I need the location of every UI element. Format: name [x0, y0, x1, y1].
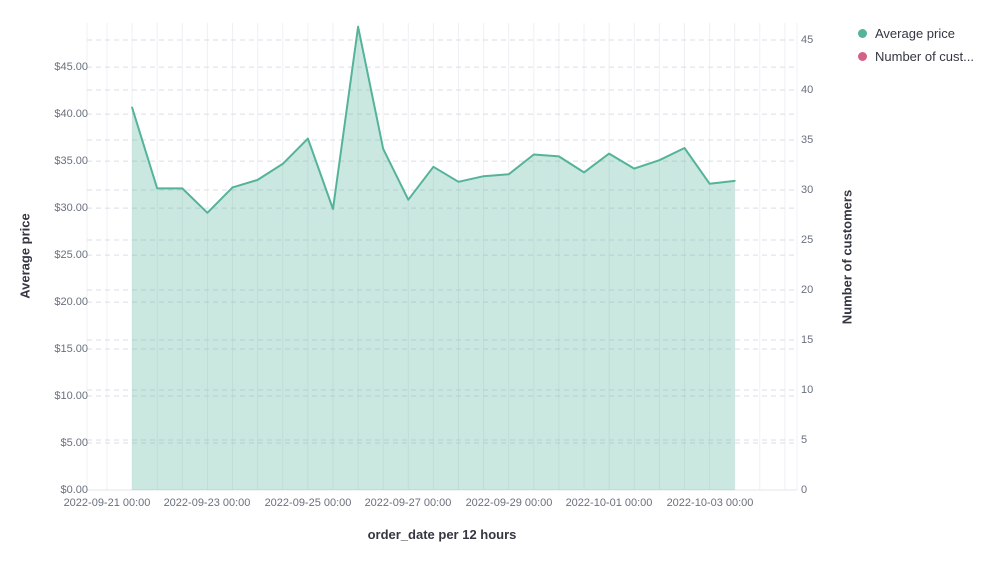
left-axis-tick-label: $0.00 [60, 484, 88, 496]
right-axis-tick-label: 30 [801, 184, 814, 196]
legend-item-number-of-customers[interactable]: Number of cust... [858, 45, 974, 68]
right-axis-tick-label: 40 [801, 84, 814, 96]
x-axis-title: order_date per 12 hours [367, 527, 517, 542]
right-axis-tick-label: 35 [801, 134, 814, 146]
vertical-gridlines [86, 23, 798, 490]
x-axis-tick-label: 2022-09-29 00:00 [465, 497, 553, 509]
left-axis-tick-label: $10.00 [54, 390, 88, 402]
left-axis-tick-label: $15.00 [54, 343, 88, 355]
average-price-line[interactable] [131, 25, 736, 214]
average-price-area[interactable] [132, 26, 735, 491]
x-axis-tick-label: 2022-09-27 00:00 [364, 497, 452, 509]
right-axis-tick-label: 25 [801, 234, 814, 246]
legend-item-average-price[interactable]: Average price [858, 22, 974, 45]
right-axis-tick-label: 10 [801, 384, 814, 396]
left-axis-tick-label: $45.00 [54, 61, 88, 73]
legend-dot-average-price [858, 29, 867, 38]
right-axis-tick-label: 0 [801, 484, 808, 496]
right-axis-tick-label: 45 [801, 34, 814, 46]
legend-label: Average price [875, 25, 955, 41]
left-axis-tick-label: $35.00 [54, 155, 88, 167]
right-axis-tick-label: 15 [801, 334, 814, 346]
x-axis-tick-label: 2022-09-23 00:00 [163, 497, 251, 509]
left-axis-tick-label: $40.00 [54, 108, 88, 120]
horizontal-gridlines [87, 39, 797, 444]
left-axis-tick-label: $5.00 [60, 437, 88, 449]
x-axis-tick-label: 2022-09-25 00:00 [264, 497, 352, 509]
legend-dot-number-of-customers [858, 52, 867, 61]
legend-label: Number of cust... [875, 48, 974, 64]
right-axis-tick-label: 5 [801, 434, 808, 446]
right-axis-title: Number of customers [839, 189, 855, 325]
x-axis-tick-label: 2022-09-21 00:00 [63, 497, 151, 509]
right-axis-tick-label: 20 [801, 284, 814, 296]
left-axis-tick-label: $30.00 [54, 202, 88, 214]
x-axis-tick-label: 2022-10-03 00:00 [666, 497, 754, 509]
legend: Average price Number of cust... [858, 22, 974, 68]
left-axis-tick-label: $20.00 [54, 296, 88, 308]
left-axis-tick-label: $25.00 [54, 249, 88, 261]
x-axis-tick-label: 2022-10-01 00:00 [565, 497, 653, 509]
